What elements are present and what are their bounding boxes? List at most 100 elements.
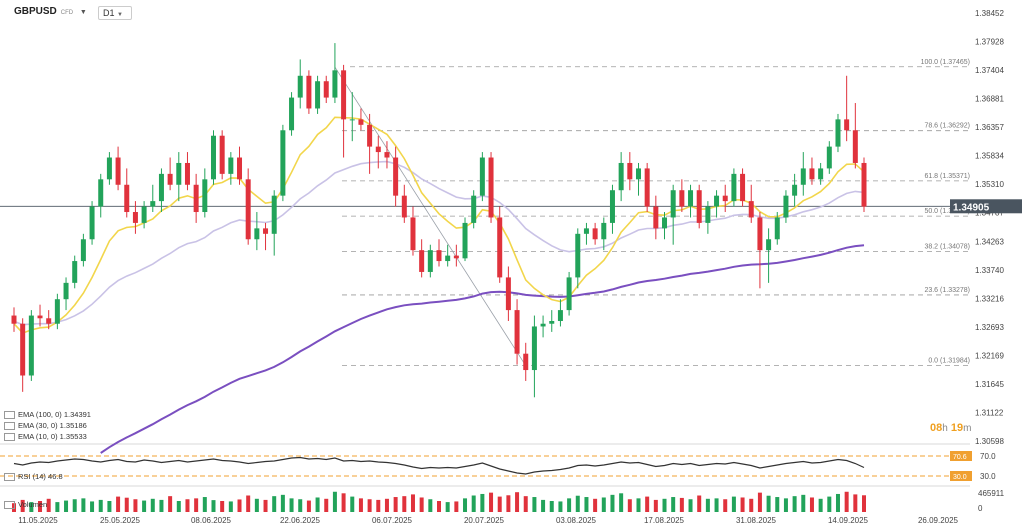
volume-bar <box>81 498 86 512</box>
volume-bar <box>593 498 598 512</box>
candle <box>705 201 711 234</box>
ema-10-line <box>13 116 865 335</box>
candle <box>219 130 225 180</box>
fib-level-label: 38.2 (1.34078) <box>924 243 970 250</box>
volume-bar <box>705 498 710 512</box>
volume-bar <box>246 495 251 512</box>
candle <box>653 195 659 240</box>
volume-bar <box>731 496 736 512</box>
y-tick-label: 1.31122 <box>975 408 1004 417</box>
candle-body <box>748 201 754 218</box>
candle <box>514 299 520 365</box>
volume-bar <box>194 498 199 512</box>
volume-bar <box>506 495 511 512</box>
fib-level-label: 78.6 (1.36292) <box>924 123 970 130</box>
candle-body <box>184 162 190 185</box>
rsi-level-label: 30.0 <box>953 474 967 481</box>
candle <box>618 152 624 202</box>
volume-bar <box>471 495 476 512</box>
candle <box>11 307 17 332</box>
candle-body <box>98 179 104 207</box>
candle <box>774 212 780 245</box>
chevron-down-icon: ▼ <box>117 12 123 18</box>
candle-body <box>46 318 52 324</box>
timeframe-selector[interactable]: D1 ▼ <box>98 6 132 20</box>
candle-body <box>583 228 589 234</box>
candle <box>523 342 529 381</box>
volume-bar <box>419 497 424 512</box>
current-price-tag <box>950 199 1022 214</box>
volume-bar <box>862 495 866 512</box>
y-tick-label: 1.36357 <box>975 123 1004 132</box>
candle-body <box>167 173 173 185</box>
volume-bar <box>124 497 129 512</box>
candle <box>471 190 477 229</box>
candle-body <box>436 250 442 262</box>
legend-rsi-value: 46.8 <box>48 472 63 481</box>
volume-bar <box>445 502 450 512</box>
volume-bar <box>358 498 363 512</box>
candle-body <box>471 195 477 223</box>
rsi-level-label: 70.6 <box>953 454 967 461</box>
candle-body <box>393 157 399 196</box>
volume-bar <box>723 499 728 512</box>
candle-body <box>783 195 789 218</box>
candle-body <box>540 323 546 327</box>
candle <box>150 184 156 213</box>
timeframe-label: D1 <box>103 8 115 18</box>
rsi-axis-label: 70.0 <box>980 452 996 461</box>
volume-bar <box>653 499 658 512</box>
candle-body <box>635 168 641 180</box>
candle-body <box>349 119 355 121</box>
x-tick-label: 11.05.2025 <box>18 516 58 525</box>
volume-bar <box>72 499 77 512</box>
candle <box>549 310 555 332</box>
candle-body <box>37 315 43 319</box>
fib-level-label: 50.0 (1.34725) <box>924 208 970 215</box>
volume-bar <box>29 502 34 512</box>
candle <box>63 277 69 311</box>
y-tick-label: 1.33740 <box>975 266 1004 275</box>
volume-bar <box>55 502 60 512</box>
candle <box>210 130 216 185</box>
candle-body <box>653 206 659 229</box>
y-tick-label: 1.32693 <box>975 323 1004 332</box>
legend-ema-30[interactable]: EMA (30, 0) 1.35186 <box>4 421 87 431</box>
candle-body <box>106 157 112 180</box>
candle-body <box>800 168 806 185</box>
fib-level-label: 23.6 (1.33278) <box>924 287 970 294</box>
candle-body <box>150 201 156 207</box>
candle <box>852 103 858 169</box>
candle <box>479 152 485 202</box>
legend-rsi[interactable]: RSI (14) 46.8 <box>4 472 63 482</box>
chevron-down-icon[interactable]: ▼ <box>79 9 87 16</box>
candle <box>505 266 511 322</box>
ema-30-line <box>13 160 865 326</box>
candle <box>531 315 537 398</box>
volume-bar <box>280 494 285 512</box>
candle-body <box>254 228 260 240</box>
volume-bar <box>272 496 277 512</box>
legend-ema-10[interactable]: EMA (10, 0) 1.35533 <box>4 432 87 442</box>
candle <box>358 108 364 131</box>
volume-bar <box>792 496 797 512</box>
candle <box>167 157 173 191</box>
volume-bar <box>679 497 684 512</box>
volume-bar <box>46 498 51 512</box>
candle-body <box>688 190 694 207</box>
candle <box>662 212 668 240</box>
legend-volume[interactable]: Volumen <box>4 500 47 510</box>
volume-bar <box>601 497 606 512</box>
candle-body <box>618 162 624 191</box>
candle-body <box>289 97 295 131</box>
x-tick-label: 06.07.2025 <box>372 516 413 525</box>
candle-body <box>497 217 503 278</box>
candle-body <box>792 184 798 196</box>
symbol-title[interactable]: GBPUSD CFD ▼ <box>14 6 87 17</box>
legend-ema-100[interactable]: EMA (100, 0) 1.34391 <box>4 410 91 420</box>
candle-body <box>202 179 208 213</box>
y-tick-label: 1.37404 <box>975 66 1004 75</box>
candle-body <box>766 239 772 251</box>
timer-minutes: 19 <box>950 422 964 434</box>
